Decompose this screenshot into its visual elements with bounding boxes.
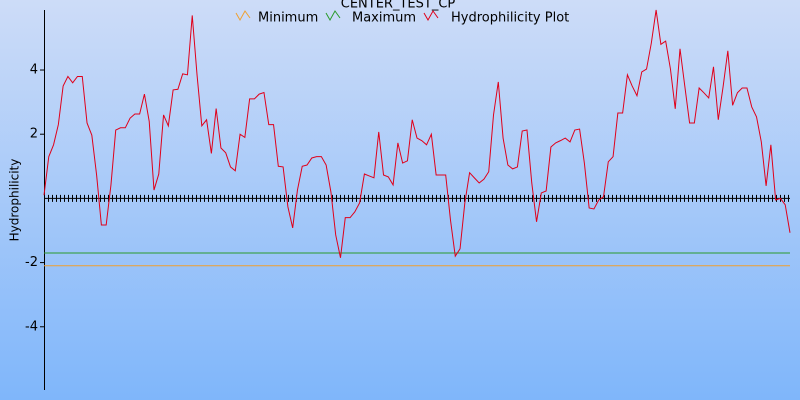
legend-icon bbox=[423, 10, 439, 22]
legend-label: Maximum bbox=[352, 11, 416, 26]
y-tick-label: -4 bbox=[25, 319, 38, 334]
legend-label: Minimum bbox=[258, 11, 318, 26]
y-tick-label: 2 bbox=[30, 127, 38, 142]
legend-icon bbox=[235, 10, 251, 22]
data-line bbox=[43, 9, 791, 258]
chart-title: CENTER_TEST_CP bbox=[341, 0, 456, 12]
y-axis-label: Hydrophilicity bbox=[8, 159, 22, 242]
y-tick-label: -2 bbox=[25, 255, 38, 270]
legend-icon bbox=[325, 10, 341, 22]
y-tick-label: 4 bbox=[30, 63, 38, 78]
legend-label: Hydrophilicity Plot bbox=[451, 11, 569, 26]
